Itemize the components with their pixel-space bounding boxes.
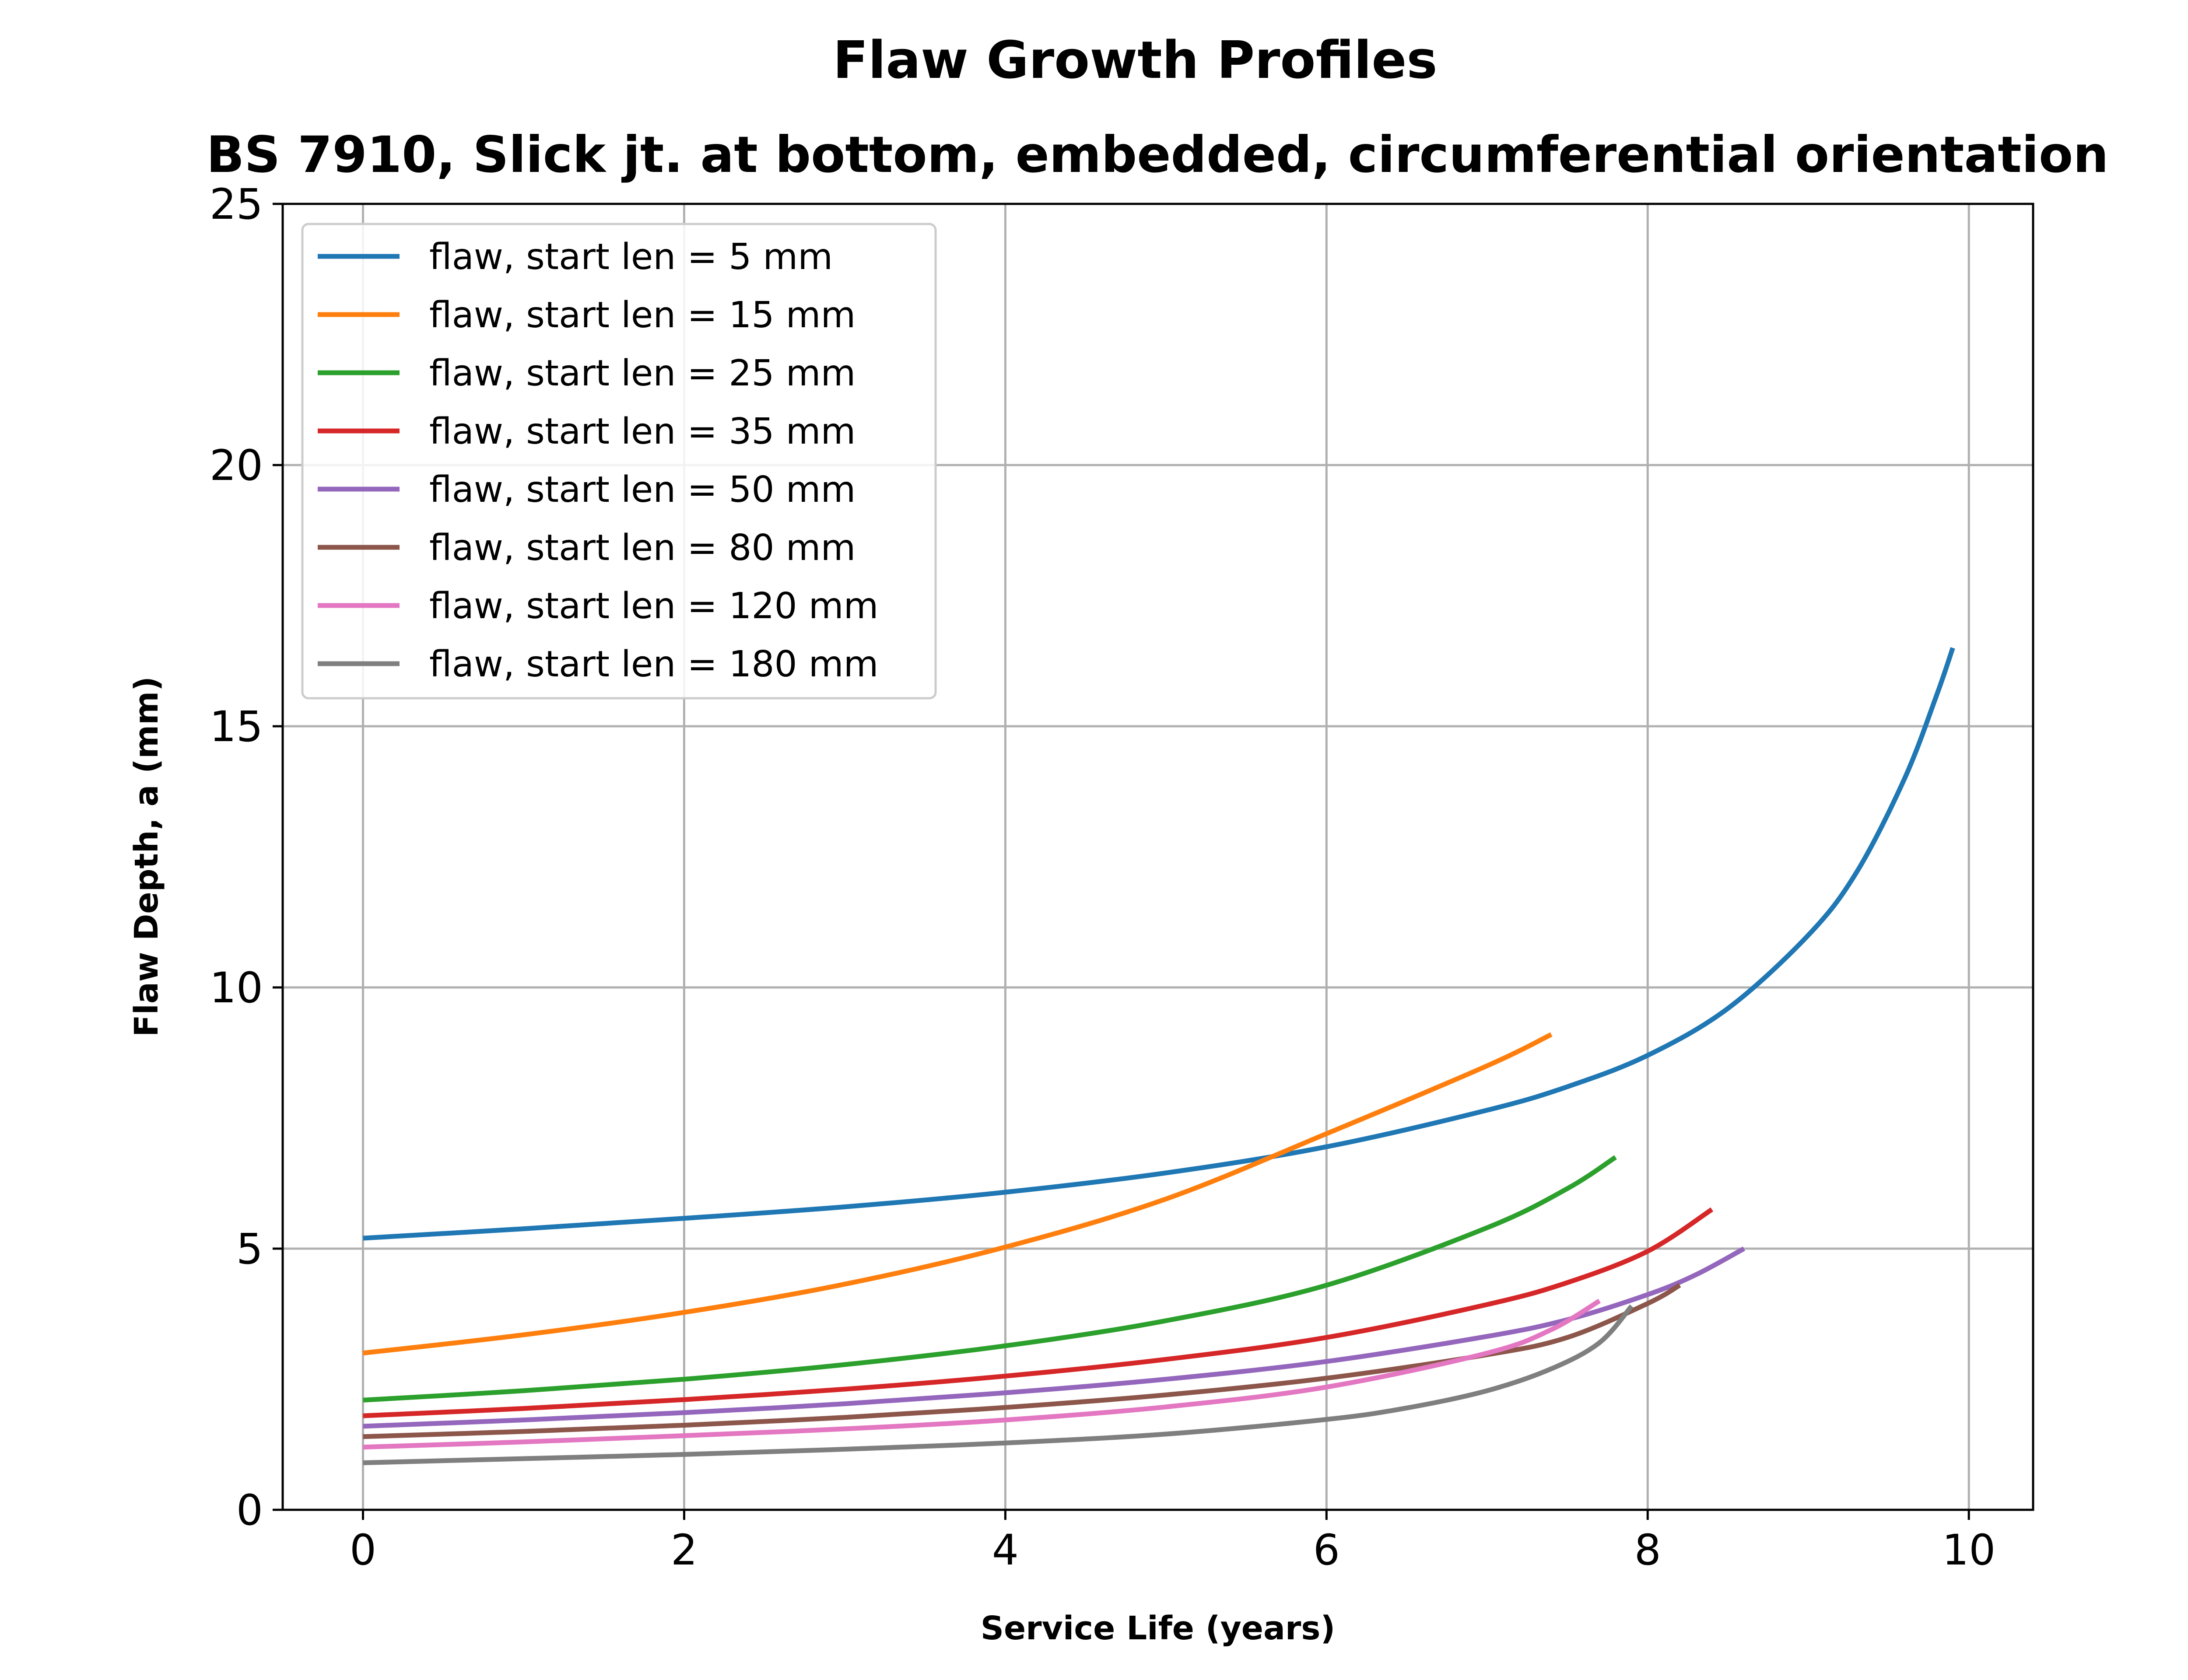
- x-tick-label: 10: [1942, 1526, 1995, 1575]
- x-axis-label: Service Life (years): [981, 1610, 1336, 1647]
- y-tick-label: 0: [236, 1486, 263, 1535]
- y-axis-label: Flaw Depth, a (mm): [128, 676, 165, 1037]
- series-line-1: [363, 647, 1955, 1241]
- legend: flaw, start len = 5 mm flaw, start len = …: [301, 223, 937, 700]
- legend-label: flaw, start len = 35 mm: [429, 411, 856, 452]
- chart-subtitle: BS 7910, Slick jt. at bottom, embedded, …: [207, 126, 2109, 184]
- legend-label: flaw, start len = 15 mm: [429, 294, 856, 336]
- legend-box: [301, 223, 937, 700]
- x-tick-label: 4: [992, 1526, 1019, 1575]
- plot-area-frame: [281, 203, 2034, 1511]
- legend-label: flaw, start len = 180 mm: [429, 644, 879, 685]
- x-tick-label: 2: [671, 1526, 698, 1575]
- y-tick-label: 20: [210, 441, 263, 490]
- chart-title: Flaw Growth Profiles: [833, 30, 1437, 90]
- legend-label: flaw, start len = 50 mm: [429, 469, 856, 511]
- grid-lines: [283, 203, 2033, 1511]
- axis-ticks: 0 2 4 6 8 10 0 5 10 15 20 25: [210, 180, 1995, 1575]
- y-tick-label: 15: [210, 702, 263, 751]
- x-tick-label: 8: [1634, 1526, 1661, 1575]
- x-tick-label: 0: [350, 1526, 376, 1575]
- series-line-3: [363, 1155, 1617, 1403]
- legend-label: flaw, start len = 5 mm: [429, 236, 833, 278]
- x-tick-label: 6: [1313, 1526, 1340, 1575]
- legend-label: flaw, start len = 80 mm: [429, 527, 856, 569]
- series-line-4: [363, 1207, 1714, 1418]
- y-tick-label: 5: [236, 1225, 263, 1274]
- y-tick-label: 10: [210, 963, 263, 1012]
- series-line-7: [363, 1298, 1601, 1450]
- series-line-5: [363, 1246, 1746, 1429]
- plot-lines: [362, 647, 1955, 1465]
- series-line-2: [362, 1032, 1553, 1356]
- legend-label: flaw, start len = 25 mm: [429, 353, 856, 394]
- series-line-6: [363, 1283, 1681, 1439]
- y-tick-label: 25: [210, 180, 263, 229]
- legend-label: flaw, start len = 120 mm: [429, 585, 879, 627]
- series-line-8: [363, 1304, 1634, 1465]
